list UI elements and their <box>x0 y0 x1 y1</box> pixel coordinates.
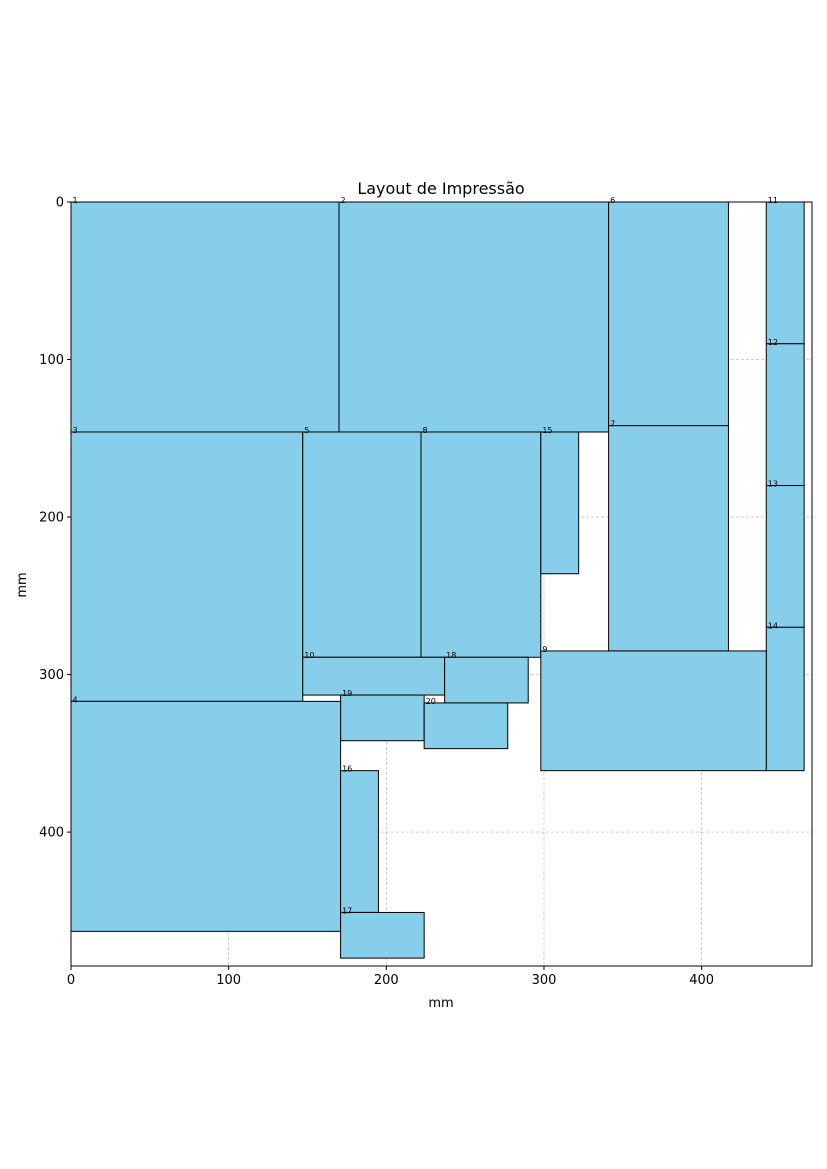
layout-rect-20 <box>423 702 509 750</box>
x-tick-label: 400 <box>689 973 714 988</box>
rect-label-6: 6 <box>610 196 615 205</box>
layout-rect-3 <box>70 431 304 702</box>
rect-label-11: 11 <box>768 196 778 205</box>
rect-label-12: 12 <box>768 338 778 347</box>
layout-rect-13 <box>765 485 805 628</box>
x-tick-label: 200 <box>374 973 399 988</box>
x-tick-label: 300 <box>532 973 557 988</box>
plot-frame <box>70 201 813 967</box>
y-axis-label: mm <box>15 572 30 597</box>
y-tick-label: 100 <box>39 353 64 368</box>
rect-label-3: 3 <box>73 426 78 435</box>
layout-rect-12 <box>765 343 805 487</box>
layout-rect-1 <box>70 201 340 433</box>
rect-label-15: 15 <box>542 426 552 435</box>
chart-title: Layout de Impressão <box>357 179 524 198</box>
layout-rect-19 <box>340 694 425 742</box>
y-tick-label: 400 <box>39 826 64 841</box>
layout-rect-11 <box>765 201 805 345</box>
rect-label-14: 14 <box>768 621 778 630</box>
rect-label-7: 7 <box>610 420 615 429</box>
rect-label-4: 4 <box>73 695 78 704</box>
x-tick-label: 100 <box>216 973 241 988</box>
layout-rect-16 <box>340 770 379 913</box>
layout-rect-17 <box>340 911 425 959</box>
rect-label-2: 2 <box>341 196 346 205</box>
layout-rect-8 <box>420 431 542 658</box>
rect-label-8: 8 <box>423 426 428 435</box>
rect-label-19: 19 <box>342 689 352 698</box>
layout-rect-15 <box>540 431 580 575</box>
layout-rect-7 <box>608 425 729 652</box>
rect-label-18: 18 <box>446 651 456 660</box>
rect-label-13: 13 <box>768 480 778 489</box>
x-axis-label: mm <box>428 996 453 1011</box>
layout-rect-2 <box>338 201 610 433</box>
layout-rect-18 <box>444 656 529 704</box>
ticks-group: 0 100 200 300 400 0 100 200 300 400 <box>39 196 714 989</box>
layout-rect-6 <box>608 201 729 427</box>
layout-rect-10 <box>302 656 446 696</box>
layout-rect-9 <box>540 650 767 772</box>
layout-rect-5 <box>302 431 422 658</box>
x-tick-label: 0 <box>67 973 75 988</box>
rect-label-1: 1 <box>73 196 78 205</box>
rect-label-10: 10 <box>304 651 314 660</box>
rect-label-9: 9 <box>542 645 547 654</box>
rect-label-17: 17 <box>342 906 352 915</box>
rect-label-16: 16 <box>342 765 352 774</box>
layout-rect-14 <box>765 626 805 772</box>
layout-rect-4 <box>70 700 342 932</box>
y-tick-label: 0 <box>56 196 64 211</box>
y-tick-label: 200 <box>39 511 64 526</box>
rect-label-20: 20 <box>426 697 436 706</box>
y-tick-label: 300 <box>39 668 64 683</box>
rect-label-5: 5 <box>304 426 309 435</box>
